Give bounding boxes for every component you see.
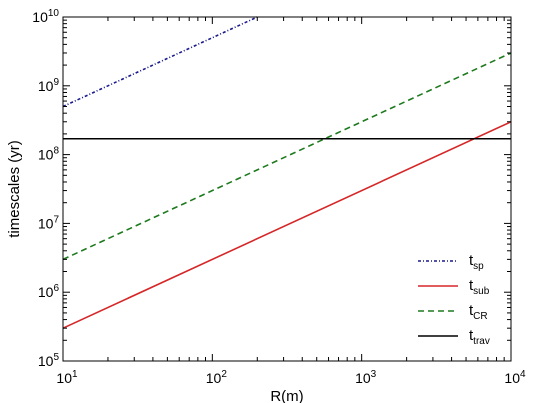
y-tick-label: 106 [38,283,60,300]
y-tick-exponent: 10 [48,8,60,19]
x-tick-label: 103 [355,369,377,386]
legend-label-main: t [469,302,474,319]
legend-label-main: t [469,277,474,294]
legend-label-sp: tsp [469,252,484,272]
x-tick-label: 104 [504,369,526,386]
y-tick-base: 10 [38,284,54,300]
x-tick-base: 10 [56,370,72,386]
x-tick-base: 10 [206,370,222,386]
x-tick-base: 10 [504,370,520,386]
x-tick-exponent: 4 [520,369,526,380]
x-tick-label: 102 [206,369,228,386]
y-tick-exponent: 5 [53,352,59,363]
y-tick-label: 1010 [32,8,59,25]
x-tick-exponent: 3 [371,369,377,380]
y-tick-exponent: 8 [53,146,59,157]
series-line-t-sub [62,121,512,329]
y-tick-label: 107 [38,214,60,231]
y-tick-base: 10 [38,78,54,94]
y-tick-exponent: 7 [53,214,59,225]
legend-label-subscript: CR [473,311,487,322]
y-tick-exponent: 6 [53,283,59,294]
y-tick-base: 10 [38,147,54,163]
legend-label-sub: tsub [469,277,490,297]
legend-label-subscript: sub [473,286,490,297]
series-layer [62,16,512,329]
plot-frame [62,16,512,362]
y-tick-base: 10 [32,9,48,25]
y-tick-label: 109 [38,77,60,94]
x-tick-base: 10 [355,370,371,386]
legend-label-subscript: trav [473,336,490,347]
y-tick-base: 10 [38,215,54,231]
legend-label-main: t [469,327,474,344]
series-line-t-sp [62,16,258,108]
x-tick-exponent: 1 [72,369,78,380]
y-tick-exponent: 9 [53,77,59,88]
legend-label-subscript: sp [473,261,484,272]
legend-label-trav: ttrav [469,327,490,347]
y-tick-base: 10 [38,353,54,369]
x-tick-exponent: 2 [221,369,227,380]
y-tick-label: 108 [38,146,60,163]
series-line-t-CR [62,52,512,261]
y-axis-label: timescales (yr) [6,140,23,238]
legend-label-CR: tCR [469,302,488,322]
x-tick-label: 101 [56,369,78,386]
x-axis-label: R(m) [270,388,303,403]
y-tick-label: 105 [38,352,60,369]
legend-label-main: t [469,252,474,269]
